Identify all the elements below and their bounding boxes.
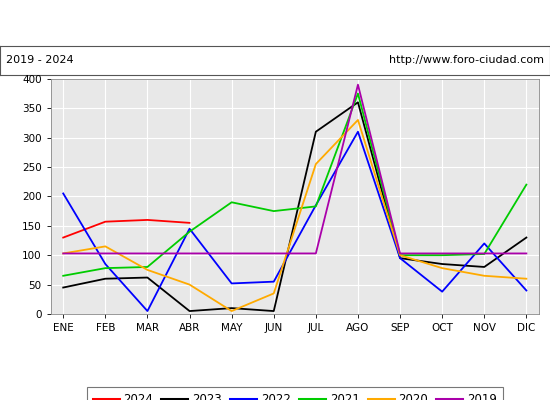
Text: 2019 - 2024: 2019 - 2024	[6, 55, 73, 65]
Text: Evolucion Nº Turistas Nacionales en el municipio de Torrechiva: Evolucion Nº Turistas Nacionales en el m…	[6, 16, 544, 30]
Legend: 2024, 2023, 2022, 2021, 2020, 2019: 2024, 2023, 2022, 2021, 2020, 2019	[87, 387, 503, 400]
Text: http://www.foro-ciudad.com: http://www.foro-ciudad.com	[389, 55, 544, 65]
